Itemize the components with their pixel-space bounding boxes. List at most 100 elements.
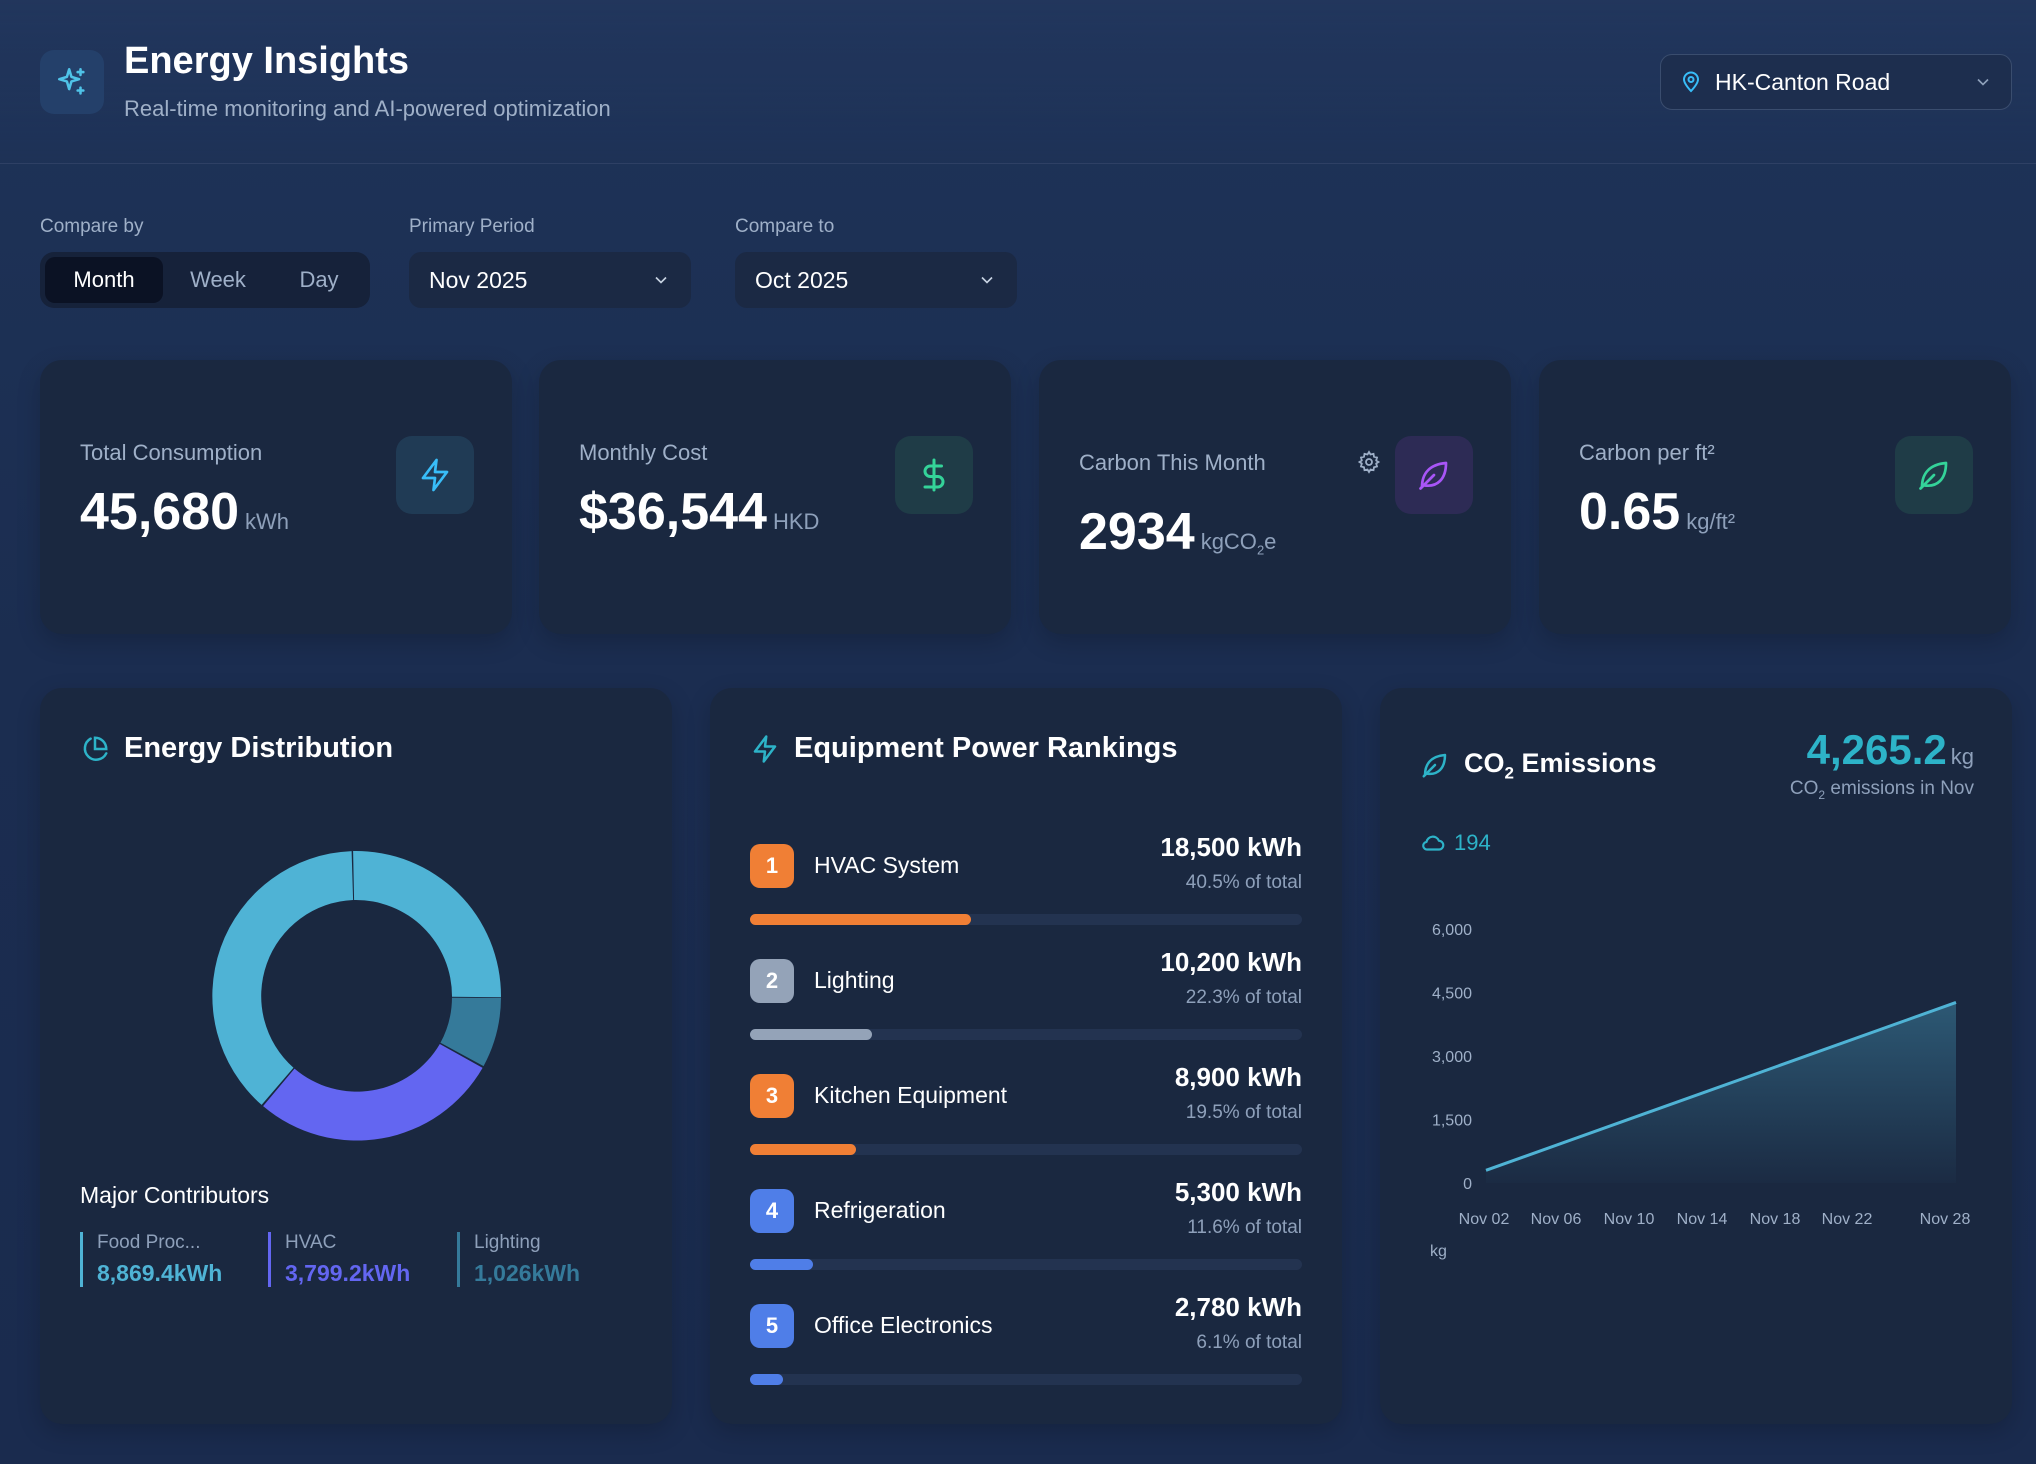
ranking-row: 4 Refrigeration 5,300 kWh 11.6% of total xyxy=(750,1177,1302,1277)
stat-unit: HKD xyxy=(772,509,820,534)
contributor-value: 1,026kWh xyxy=(474,1260,581,1286)
progress-track xyxy=(750,1029,1302,1040)
compare-day-button[interactable]: Day xyxy=(299,267,339,292)
compare-to-select[interactable]: Oct 2025 xyxy=(735,252,1017,308)
equipment-name: Kitchen Equipment xyxy=(814,1082,1008,1108)
donut-segment-lighting xyxy=(440,997,501,1067)
stat-card-carbon: Carbon This Month 2934 kgCO2e xyxy=(1039,360,1511,634)
x-tick-label: Nov 06 xyxy=(1531,1211,1582,1228)
co2-series-line xyxy=(1485,1001,1957,1172)
stat-unit: kgCO2e xyxy=(1200,529,1277,558)
contributor-value: 8,869.4kWh xyxy=(97,1260,223,1286)
progress-fill xyxy=(750,1374,784,1385)
ranking-row: 2 Lighting 10,200 kWh 22.3% of total xyxy=(750,947,1302,1047)
x-tick-label: Nov 02 xyxy=(1459,1211,1510,1228)
lightning-icon xyxy=(753,735,777,763)
donut-chart xyxy=(212,851,501,1141)
stat-icon-box xyxy=(396,436,474,514)
lightning-icon xyxy=(421,458,449,492)
rank-badge: 1 xyxy=(750,844,794,888)
progress-fill xyxy=(750,1029,872,1040)
rank-badge: 5 xyxy=(750,1304,794,1348)
ranking-row: 3 Kitchen Equipment 8,900 kWh 19.5% of t… xyxy=(750,1062,1302,1162)
compare-month-button[interactable]: Month xyxy=(45,257,163,303)
pie-chart-icon xyxy=(83,736,108,761)
equipment-value: 10,200 kWh xyxy=(1160,947,1302,977)
equipment-rankings-panel: Equipment Power Rankings 1 HVAC System 1… xyxy=(710,688,1342,1424)
stat-label: Carbon This Month xyxy=(1079,450,1266,475)
contributor-item: HVAC 3,799.2kWh xyxy=(268,1232,410,1287)
equipment-percent: 6.1% of total xyxy=(1196,1332,1302,1353)
equipment-value: 8,900 kWh xyxy=(1174,1062,1302,1092)
leaf-icon xyxy=(1919,461,1948,490)
equipment-percent: 19.5% of total xyxy=(1185,1102,1302,1123)
stat-unit: kWh xyxy=(245,509,290,534)
page-subtitle: Real-time monitoring and AI-powered opti… xyxy=(124,96,611,121)
co2-cloud-badge: 194 xyxy=(1420,830,1491,856)
progress-track xyxy=(750,914,1302,925)
co2-area-fill xyxy=(1486,1002,1956,1183)
gear-icon[interactable] xyxy=(1357,450,1381,474)
progress-fill xyxy=(750,1144,857,1155)
stat-icon-box xyxy=(1895,436,1973,514)
contributor-name: Food Proc... xyxy=(97,1232,201,1253)
y-tick-label: 0 xyxy=(1463,1176,1472,1193)
equipment-percent: 11.6% of total xyxy=(1187,1217,1302,1238)
primary-period-select[interactable]: Nov 2025 xyxy=(409,252,691,308)
contributor-item: Food Proc... 8,869.4kWh xyxy=(80,1232,222,1287)
y-tick-label: 6,000 xyxy=(1432,922,1472,939)
x-tick-label: Nov 14 xyxy=(1677,1211,1728,1228)
progress-track xyxy=(750,1259,1302,1270)
compare-week-button[interactable]: Week xyxy=(190,267,246,292)
stat-icon-box xyxy=(1395,436,1473,514)
stat-value: 2934 kgCO2e xyxy=(1079,503,1277,561)
progress-track xyxy=(750,1144,1302,1155)
equipment-name: Lighting xyxy=(814,967,895,993)
dollar-icon xyxy=(923,458,945,492)
stat-label: Monthly Cost xyxy=(579,440,708,465)
stat-value: 0.65 kg/ft² xyxy=(1579,483,1736,541)
equipment-percent: 40.5% of total xyxy=(1185,872,1302,893)
chevron-down-icon xyxy=(1977,78,1989,86)
x-tick-label: Nov 10 xyxy=(1604,1211,1655,1228)
compare-to-value: Oct 2025 xyxy=(755,266,849,293)
co2-area-chart: 0 1,500 3,000 4,500 6,000 Nov 02 Nov 06 Nov 10 N… xyxy=(1430,922,1970,1260)
progress-fill xyxy=(750,914,971,925)
contributors-title: Major Contributors xyxy=(80,1182,270,1208)
chevron-down-icon xyxy=(655,276,667,284)
donut-segment-other xyxy=(212,851,354,1105)
equipment-percent: 22.3% of total xyxy=(1185,987,1302,1008)
equipment-value: 5,300 kWh xyxy=(1174,1177,1302,1207)
page-title: Energy Insights xyxy=(124,40,410,82)
contributor-name: Lighting xyxy=(474,1232,541,1253)
y-tick-label: 4,500 xyxy=(1432,986,1472,1003)
contributor-value: 3,799.2kWh xyxy=(285,1260,411,1286)
x-tick-label: Nov 22 xyxy=(1822,1211,1873,1228)
stat-card-carbon-per-ft2: Carbon per ft² 0.65 kg/ft² xyxy=(1539,360,2011,634)
stat-value: $36,544 HKD xyxy=(579,483,820,541)
co2-total-value: 4,265.2 kg xyxy=(1806,726,1974,773)
rank-badge: 2 xyxy=(750,959,794,1003)
equipment-value: 18,500 kWh xyxy=(1160,832,1302,862)
equipment-name: Refrigeration xyxy=(814,1197,946,1223)
panel-title: CO2 Emissions xyxy=(1464,748,1657,783)
stat-card-consumption: Total Consumption 45,680 kWh xyxy=(40,360,512,634)
contributor-item: Lighting 1,026kWh xyxy=(457,1232,580,1287)
rank-badge: 4 xyxy=(750,1189,794,1233)
ranking-row: 5 Office Electronics 2,780 kWh 6.1% of t… xyxy=(750,1292,1302,1392)
progress-fill xyxy=(750,1259,814,1270)
cloud-icon xyxy=(1422,835,1445,851)
site-selector[interactable]: HK-Canton Road xyxy=(1660,54,2012,110)
y-tick-label: 3,000 xyxy=(1432,1049,1472,1066)
panel-title: Equipment Power Rankings xyxy=(794,732,1178,764)
compare-to-label: Compare to xyxy=(735,216,835,237)
donut-segment-food xyxy=(353,851,501,998)
stat-value: 45,680 kWh xyxy=(80,483,290,541)
stat-icon-box xyxy=(895,436,973,514)
sparkle-logo xyxy=(40,50,104,114)
contributor-name: HVAC xyxy=(285,1232,337,1253)
stat-card-cost: Monthly Cost $36,544 HKD xyxy=(539,360,1011,634)
equipment-value: 2,780 kWh xyxy=(1174,1292,1302,1322)
rank-badge: 3 xyxy=(750,1074,794,1118)
panel-title: Energy Distribution xyxy=(124,732,394,764)
